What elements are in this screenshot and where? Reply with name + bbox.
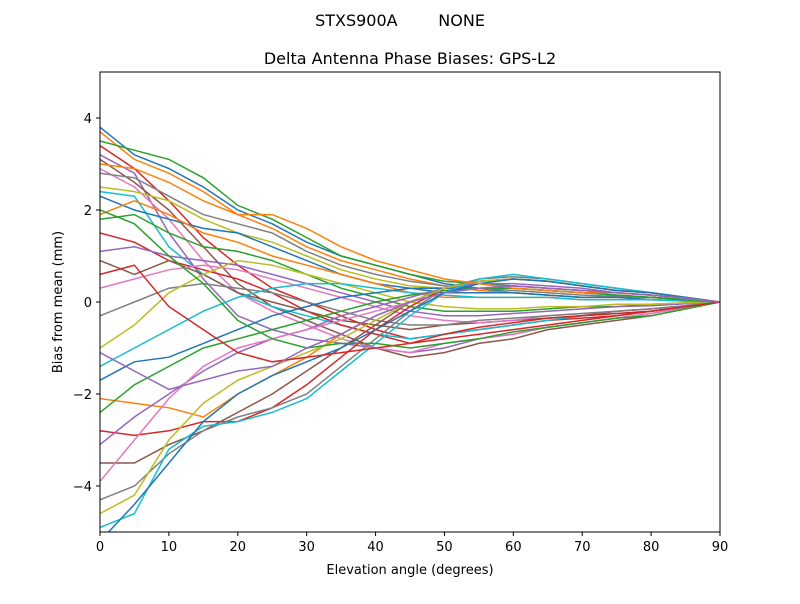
series-line-30: [107, 278, 720, 532]
series-line-5: [100, 158, 720, 358]
chart-suptitle: STXS900A NONE: [315, 11, 485, 30]
x-tick-label: 20: [230, 540, 247, 555]
y-axis: −4 −2 0 2 4: [73, 112, 100, 495]
series-line-24: [100, 282, 720, 446]
x-tick-label: 70: [574, 540, 591, 555]
series-line-29: [100, 273, 720, 529]
y-tick-label: 2: [84, 204, 92, 219]
series-line-11: [100, 199, 720, 303]
series-line-34: [100, 285, 720, 391]
x-tick-label: 10: [161, 540, 178, 555]
x-axis-label: Elevation angle (degrees): [326, 563, 493, 578]
y-tick-label: 4: [84, 112, 92, 127]
y-tick-label: 0: [84, 296, 92, 311]
series-line-33: [100, 264, 720, 363]
x-tick-label: 30: [298, 540, 315, 555]
series-lines: [100, 126, 720, 532]
series-line-22: [100, 287, 720, 413]
series-line-19: [100, 282, 720, 368]
y-tick-label: −4: [73, 480, 92, 495]
series-line-7: [100, 172, 720, 303]
y-tick-label: −2: [73, 388, 92, 403]
x-tick-label: 60: [505, 540, 522, 555]
series-line-2: [100, 140, 720, 303]
chart-title: Delta Antenna Phase Biases: GPS-L2: [264, 49, 556, 68]
y-axis-label: Bias from mean (mm): [51, 231, 66, 373]
x-tick-label: 0: [96, 540, 104, 555]
series-line-32: [100, 209, 720, 349]
x-tick-label: 90: [712, 540, 729, 555]
x-tick-label: 80: [643, 540, 660, 555]
x-tick-label: 40: [367, 540, 384, 555]
series-line-1: [100, 131, 720, 303]
x-axis: 0 10 20 30 40 50 60 70 80 90: [96, 532, 728, 555]
x-tick-label: 50: [436, 540, 453, 555]
